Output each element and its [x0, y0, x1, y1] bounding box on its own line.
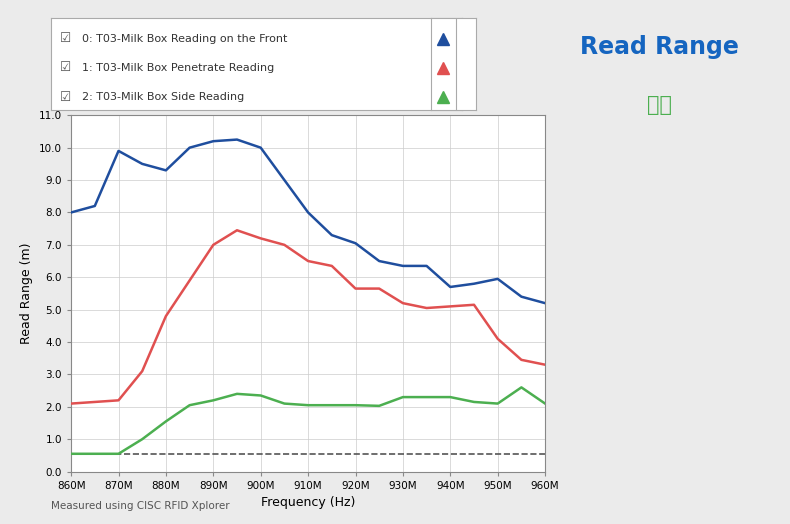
Text: 1: T03-Milk Box Penetrate Reading: 1: T03-Milk Box Penetrate Reading [82, 63, 274, 73]
Text: Measured using CISC RFID Xplorer: Measured using CISC RFID Xplorer [51, 500, 230, 511]
Text: 读距: 读距 [647, 95, 672, 115]
Text: Read Range: Read Range [580, 35, 739, 59]
Y-axis label: Read Range (m): Read Range (m) [21, 243, 33, 344]
X-axis label: Frequency (Hz): Frequency (Hz) [261, 496, 356, 509]
Text: ☑: ☑ [59, 61, 71, 74]
Text: 2: T03-Milk Box Side Reading: 2: T03-Milk Box Side Reading [82, 92, 244, 102]
Text: ☑: ☑ [59, 91, 71, 104]
Text: ☑: ☑ [59, 32, 71, 45]
Text: 0: T03-Milk Box Reading on the Front: 0: T03-Milk Box Reading on the Front [82, 34, 288, 43]
